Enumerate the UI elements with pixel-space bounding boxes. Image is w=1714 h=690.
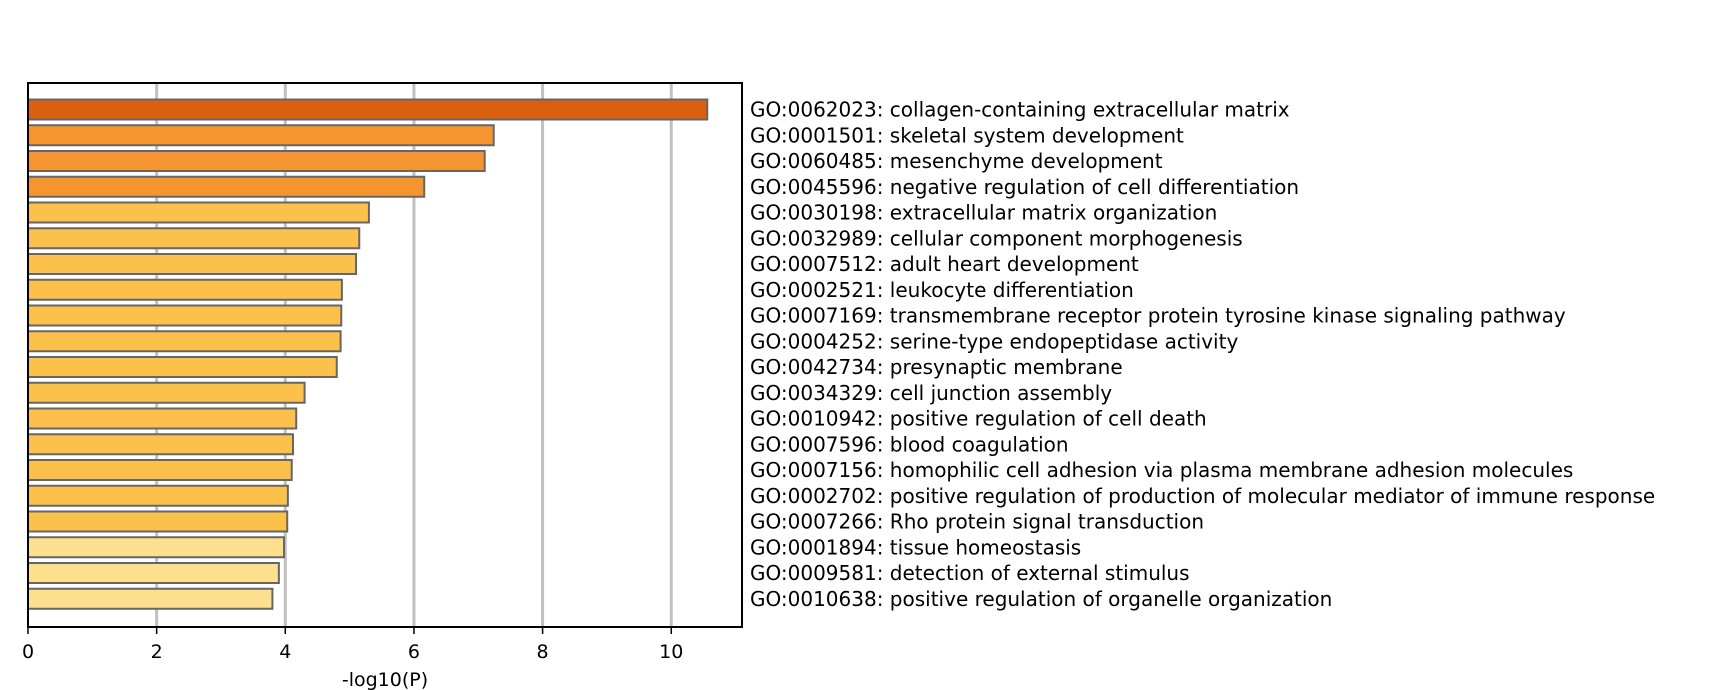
category-label: GO:0010942: positive regulation of cell … bbox=[750, 407, 1207, 431]
category-label: GO:0007169: transmembrane receptor prote… bbox=[750, 304, 1566, 328]
bar bbox=[27, 98, 709, 121]
bar bbox=[27, 356, 338, 378]
bar bbox=[27, 124, 495, 147]
bar bbox=[27, 536, 286, 559]
category-label: GO:0062023: collagen-containing extracel… bbox=[750, 98, 1290, 122]
bar bbox=[27, 304, 343, 327]
x-axis-title: -log10(P) bbox=[342, 669, 428, 690]
category-label: GO:0001894: tissue homeostasis bbox=[750, 535, 1081, 559]
bar bbox=[27, 201, 370, 224]
x-axis-ticks: 0 2 4 6 8 10 bbox=[22, 627, 683, 663]
bar bbox=[27, 150, 486, 172]
category-label: GO:0030198: extracellular matrix organiz… bbox=[750, 201, 1217, 225]
category-label: GO:0009581: detection of external stimul… bbox=[750, 561, 1190, 585]
bar bbox=[27, 330, 342, 353]
category-label: GO:0034329: cell junction assembly bbox=[750, 381, 1112, 405]
category-label: GO:0032989: cellular component morphogen… bbox=[750, 226, 1243, 250]
category-labels: GO:0062023: collagen-containing extracel… bbox=[750, 98, 1655, 611]
x-tick-label: 8 bbox=[537, 641, 549, 663]
x-tick-label: 10 bbox=[659, 641, 683, 663]
bar bbox=[27, 253, 358, 275]
category-label: GO:0004252: serine-type endopeptidase ac… bbox=[750, 329, 1238, 353]
x-tick-label: 0 bbox=[22, 641, 34, 663]
bar bbox=[27, 484, 289, 507]
bar bbox=[27, 381, 306, 404]
bar bbox=[27, 562, 280, 584]
x-tick-label: 2 bbox=[151, 641, 163, 663]
bar bbox=[27, 175, 426, 198]
category-label: GO:0045596: negative regulation of cell … bbox=[750, 175, 1299, 199]
bar bbox=[27, 587, 274, 610]
bars bbox=[27, 98, 709, 610]
plot-frame bbox=[27, 82, 743, 628]
bar bbox=[27, 278, 343, 301]
category-label: GO:0042734: presynaptic membrane bbox=[750, 355, 1123, 379]
bar bbox=[27, 510, 289, 533]
bar bbox=[27, 407, 298, 430]
x-tick-label: 4 bbox=[279, 641, 291, 663]
category-label: GO:0007156: homophilic cell adhesion via… bbox=[750, 458, 1573, 482]
x-tick-label: 6 bbox=[408, 641, 420, 663]
category-label: GO:0010638: positive regulation of organ… bbox=[750, 587, 1332, 611]
category-label: GO:0002702: positive regulation of produ… bbox=[750, 484, 1655, 508]
category-label: GO:0007596: blood coagulation bbox=[750, 432, 1069, 456]
category-label: GO:0002521: leukocyte differentiation bbox=[750, 278, 1134, 302]
category-label: GO:0001501: skeletal system development bbox=[750, 123, 1184, 147]
bar bbox=[27, 459, 293, 481]
bar bbox=[27, 227, 361, 250]
bar bbox=[27, 433, 295, 456]
category-label: GO:0007266: Rho protein signal transduct… bbox=[750, 510, 1204, 534]
category-label: GO:0060485: mesenchyme development bbox=[750, 149, 1163, 173]
category-label: GO:0007512: adult heart development bbox=[750, 252, 1139, 276]
